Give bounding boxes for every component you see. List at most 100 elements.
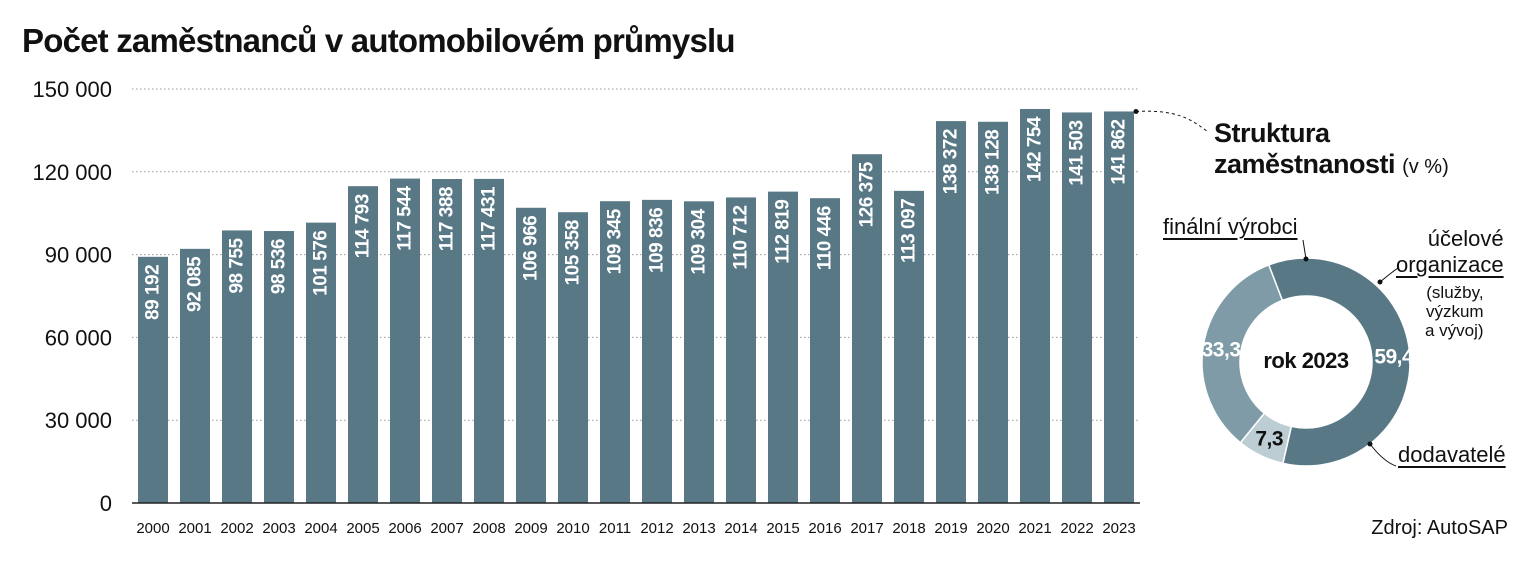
- x-tick-label: 2001: [178, 520, 211, 537]
- donut-title: Struktura zaměstnanosti (v %): [1214, 118, 1449, 183]
- bar-value-label: 113 097: [899, 199, 920, 263]
- y-tick-label: 90 000: [45, 243, 112, 268]
- bar-value-label: 117 388: [437, 187, 458, 251]
- bar: [810, 198, 840, 503]
- donut-title-line1: Struktura: [1214, 118, 1330, 148]
- bar-value-label: 141 862: [1109, 119, 1130, 184]
- leader-line: [1369, 443, 1397, 467]
- donut-value-label: 59,4: [1374, 346, 1414, 369]
- donut-center-label: rok 2023: [1263, 348, 1349, 373]
- bar: [474, 178, 504, 503]
- y-tick-label: 30 000: [45, 408, 112, 433]
- x-tick-label: 2023: [1102, 520, 1135, 537]
- bar-value-label: 92 085: [185, 256, 206, 312]
- x-tick-label: 2021: [1018, 520, 1051, 537]
- donut-title-line2: zaměstnanosti: [1214, 149, 1396, 179]
- bar-value-label: 114 793: [353, 194, 374, 258]
- bar: [684, 201, 714, 503]
- chart-title: Počet zaměstnanců v automobilovém průmys…: [22, 22, 736, 59]
- bar-value-label: 112 819: [773, 200, 794, 264]
- bar: [642, 199, 672, 503]
- y-tick-label: 0: [100, 491, 112, 516]
- x-tick-label: 2002: [220, 520, 253, 537]
- x-tick-label: 2019: [934, 520, 967, 537]
- legend-org-line2: organizace: [1396, 252, 1504, 277]
- legend-org-note-line3: a vývoj): [1425, 321, 1484, 340]
- legend-org-note-line1: (služby,: [1426, 283, 1484, 302]
- x-tick-label: 2014: [724, 520, 757, 537]
- legend-org-note: (služby, výzkum a vývoj): [1425, 283, 1484, 340]
- bar: [1062, 112, 1092, 503]
- x-tick-label: 2008: [472, 520, 505, 537]
- x-tick-label: 2016: [808, 520, 841, 537]
- bar: [978, 121, 1008, 503]
- x-tick-label: 2015: [766, 520, 799, 537]
- bar-value-label: 110 712: [731, 205, 752, 269]
- donut-slice: [1201, 263, 1284, 444]
- bar: [306, 222, 336, 503]
- x-tick-label: 2006: [388, 520, 421, 537]
- x-tick-label: 2011: [599, 520, 631, 537]
- donut-title-unit: (v %): [1402, 156, 1449, 178]
- bar-value-label: 138 372: [941, 129, 962, 194]
- y-tick-label: 150 000: [32, 77, 112, 102]
- bar: [894, 190, 924, 503]
- bar: [726, 197, 756, 503]
- x-tick-label: 2022: [1060, 520, 1093, 537]
- bar-value-label: 109 836: [647, 208, 668, 273]
- bar-value-label: 98 755: [227, 238, 248, 294]
- bar: [1020, 108, 1050, 503]
- x-tick-label: 2013: [682, 520, 715, 537]
- leader-line: [1379, 267, 1399, 283]
- bar: [390, 178, 420, 504]
- bar: [516, 207, 546, 503]
- bar-value-label: 138 128: [983, 130, 1004, 195]
- bar-value-label: 110 446: [815, 206, 836, 270]
- bar-value-label: 117 431: [479, 186, 500, 251]
- bar-value-label: 101 576: [311, 231, 332, 296]
- x-tick-label: 2009: [514, 520, 547, 537]
- legend-org-note-line2: výzkum: [1425, 302, 1484, 321]
- x-tick-label: 2004: [304, 520, 337, 537]
- leader-line: [1302, 239, 1307, 260]
- bar: [852, 154, 882, 503]
- bar: [138, 256, 168, 503]
- donut-value-label: 33,3: [1202, 338, 1241, 361]
- x-tick-label: 2010: [556, 520, 589, 537]
- bar-value-label: 109 304: [689, 208, 710, 274]
- bar-value-label: 106 966: [521, 216, 542, 281]
- source-note: Zdroj: AutoSAP: [1371, 517, 1508, 539]
- x-tick-label: 2005: [346, 520, 379, 537]
- bar: [558, 212, 588, 503]
- bar: [348, 186, 378, 503]
- x-tick-label: 2017: [850, 520, 883, 537]
- bar: [264, 231, 294, 503]
- bar: [1104, 111, 1134, 503]
- bar-value-label: 141 503: [1067, 120, 1088, 185]
- bar: [768, 191, 798, 503]
- y-tick-label: 60 000: [45, 325, 112, 350]
- bar-value-label: 117 544: [395, 186, 416, 251]
- bar-value-label: 98 536: [269, 239, 290, 294]
- x-tick-label: 2012: [640, 520, 673, 537]
- legend-suppliers: dodavatelé: [1398, 442, 1506, 467]
- y-tick-label: 120 000: [32, 160, 112, 185]
- bar-value-label: 105 358: [563, 220, 584, 285]
- donut-slice: [1267, 257, 1411, 467]
- bar: [222, 230, 252, 503]
- bar: [432, 179, 462, 503]
- x-tick-label: 2007: [430, 520, 463, 537]
- x-tick-label: 2000: [136, 520, 169, 537]
- bar-value-label: 142 754: [1025, 116, 1046, 182]
- legend-org-line1: účelové: [1427, 226, 1504, 251]
- bar: [600, 201, 630, 503]
- bar-value-label: 109 345: [605, 208, 626, 274]
- x-tick-label: 2018: [892, 520, 925, 537]
- x-tick-label: 2003: [262, 520, 295, 537]
- bar: [180, 248, 210, 503]
- bar-value-label: 126 375: [857, 161, 878, 227]
- legend-special-organizations: účelové organizace: [1396, 226, 1504, 278]
- connector-line: [1135, 110, 1209, 133]
- x-tick-label: 2020: [976, 520, 1009, 537]
- legend-final-producers: finální výrobci: [1163, 214, 1298, 239]
